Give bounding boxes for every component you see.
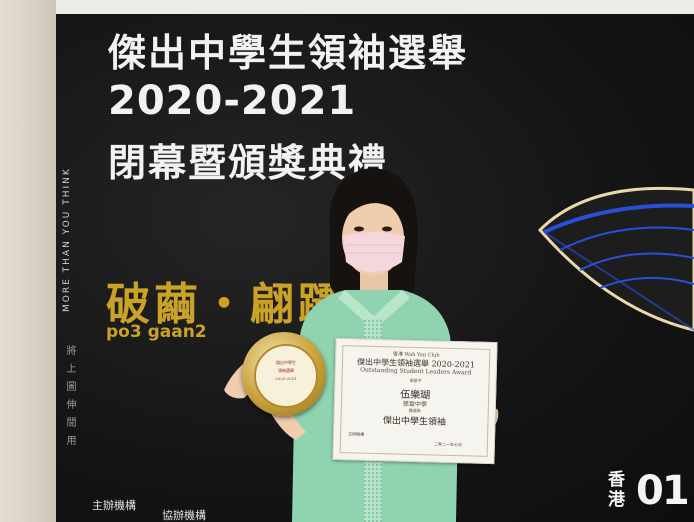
hk01-cn-2: 港 bbox=[608, 490, 625, 510]
hk01-logo: 香 港 01 bbox=[608, 468, 690, 514]
plaque-line1: 傑出中學生 bbox=[276, 360, 296, 365]
left-wall bbox=[0, 0, 56, 522]
ceiling-wall bbox=[0, 0, 694, 14]
vertical-chinese-text: 將上圖伸間用 bbox=[64, 345, 75, 453]
coorganiser-label: 協辦機構 bbox=[162, 509, 206, 522]
hk01-cn-1: 香 bbox=[608, 470, 625, 490]
plaque-face: 傑出中學生 領袖選舉 2020-2021 bbox=[254, 344, 318, 408]
plaque-line2: 領袖選舉 bbox=[278, 368, 294, 373]
backdrop-title-line1: 傑出中學生領袖選舉 bbox=[108, 31, 469, 75]
backdrop-title-line3: 閉幕暨頒獎典禮 bbox=[108, 141, 389, 185]
certificate-date: 二零二一年七月 bbox=[433, 441, 462, 448]
certificate-host: 主辦機構 bbox=[348, 431, 365, 437]
plaque-line3: 2020-2021 bbox=[275, 376, 297, 381]
award-plaque: 傑出中學生 領袖選舉 2020-2021 bbox=[242, 332, 326, 416]
theme-romanization: po3 gaan2 bbox=[106, 322, 207, 342]
award-certificate: 香港 Wah Yan Club 傑出中學生領袖選舉 2020-2021 Outs… bbox=[332, 337, 498, 465]
theme-title: 破繭・翩躚 bbox=[106, 279, 346, 330]
hk01-logo-mark: 01 bbox=[636, 468, 690, 514]
backdrop-title-line2: 2020-2021 bbox=[108, 78, 357, 124]
host-label: 主辦機構 bbox=[92, 499, 136, 512]
wing-graphic bbox=[537, 186, 694, 332]
